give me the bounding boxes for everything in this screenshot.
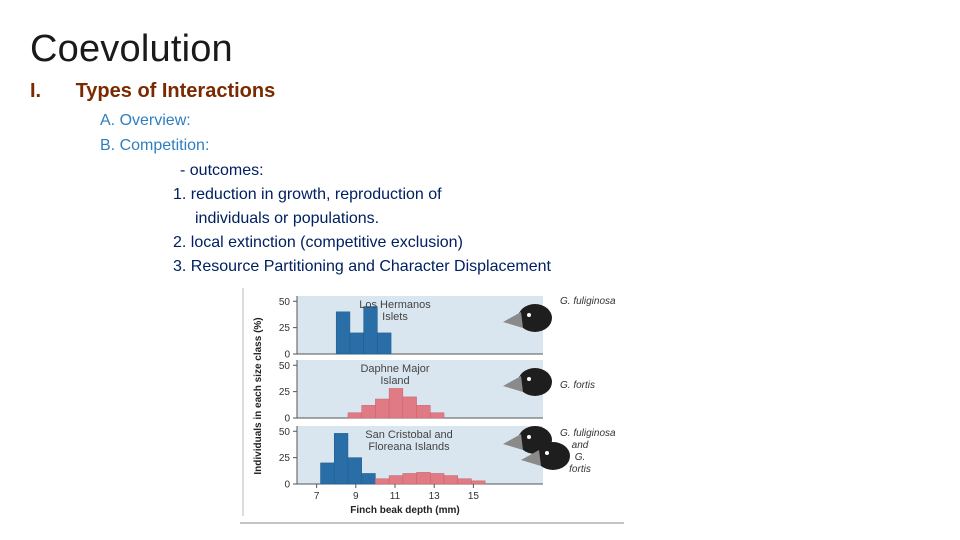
histogram-bar <box>402 396 417 419</box>
finch-eye-icon <box>527 313 531 317</box>
histogram-bar <box>416 472 431 485</box>
finch-head-icon <box>518 304 552 332</box>
histogram-bar <box>375 478 390 485</box>
histogram-bar <box>457 478 472 485</box>
panel-label: San Cristobal and <box>365 429 452 441</box>
histogram-bar <box>361 405 376 419</box>
species-label: fortis <box>569 464 591 475</box>
outline-line-outcome-1: 1. reduction in growth, reproduction of <box>173 186 442 203</box>
y-tick-label: 50 <box>279 361 291 372</box>
histogram-bar <box>349 332 364 355</box>
finch-beak-icon <box>503 312 523 328</box>
histogram-bar <box>320 462 335 485</box>
species-label: G. <box>575 452 586 463</box>
histogram-bar <box>347 457 362 485</box>
species-label: G. fuliginosa <box>560 428 616 439</box>
species-label: G. fuliginosa <box>560 296 616 307</box>
y-tick-label: 50 <box>279 427 291 438</box>
y-tick-label: 0 <box>284 350 290 361</box>
y-tick-label: 0 <box>284 414 290 425</box>
finch-eye-icon <box>527 377 531 381</box>
section-number: I. <box>30 80 42 102</box>
x-tick-label: 9 <box>353 491 359 502</box>
finch-eye-icon <box>527 435 531 439</box>
histogram-bar <box>430 412 445 419</box>
histogram-bar <box>361 473 376 485</box>
outline-line-competition: B. Competition: <box>100 137 210 154</box>
panel-label: Daphne Major <box>360 363 429 375</box>
outline-line-outcomes: - outcomes: <box>180 162 264 179</box>
histogram-bar <box>402 473 417 485</box>
x-tick-label: 7 <box>314 491 320 502</box>
histogram-bar <box>416 405 431 419</box>
x-tick-label: 13 <box>429 491 441 502</box>
species-label: and <box>572 440 589 451</box>
outline-line-outcome-2: 2. local extinction (competitive exclusi… <box>173 234 463 251</box>
y-tick-label: 25 <box>279 387 291 398</box>
x-tick-label: 15 <box>468 491 480 502</box>
panel-label: Islets <box>382 311 408 323</box>
histogram-bar <box>363 306 378 355</box>
finch-beak-icon <box>503 376 523 392</box>
finch-head-icon <box>518 368 552 396</box>
outline-line-overview: A. Overview: <box>100 112 191 129</box>
outline-line-outcome-1-cont: individuals or populations. <box>195 210 380 227</box>
finch-eye-icon <box>545 451 549 455</box>
outline-line-outcome-3: 3. Resource Partitioning and Character D… <box>173 258 551 275</box>
histogram-bar <box>388 388 404 419</box>
histogram-bar <box>375 398 390 419</box>
histogram-bar <box>347 412 362 419</box>
y-tick-label: 25 <box>279 453 291 464</box>
slide-title: Coevolution <box>30 28 233 70</box>
finch-beak-icon <box>521 450 541 466</box>
section-title: Types of Interactions <box>75 80 276 102</box>
histogram-bar <box>335 311 351 355</box>
finch-head-icon <box>536 442 570 470</box>
finch-beak-icon <box>503 434 523 450</box>
histogram-bar <box>443 475 458 485</box>
histogram-bar <box>471 480 486 485</box>
y-tick-label: 50 <box>279 297 291 308</box>
y-tick-label: 0 <box>284 480 290 491</box>
y-axis-title: Individuals in each size class (%) <box>253 317 264 474</box>
x-tick-label: 11 <box>390 491 401 502</box>
histogram-bar <box>333 433 349 485</box>
section-heading: I. Types of Interactions <box>30 80 275 103</box>
histogram-bar <box>377 332 392 355</box>
species-label: G. fortis <box>560 380 595 391</box>
x-axis-title: Finch beak depth (mm) <box>350 505 459 516</box>
finch-beak-figure: 0 25 50 Los Hermanos Islets G. fuliginosa 0 25 5… <box>240 286 624 526</box>
histogram-bar <box>430 473 445 485</box>
panel-label: Los Hermanos <box>359 299 431 311</box>
panel-label: Floreana Islands <box>368 441 450 453</box>
histogram-bar <box>388 475 404 485</box>
y-tick-label: 25 <box>279 323 291 334</box>
panel-label: Island <box>380 375 409 387</box>
